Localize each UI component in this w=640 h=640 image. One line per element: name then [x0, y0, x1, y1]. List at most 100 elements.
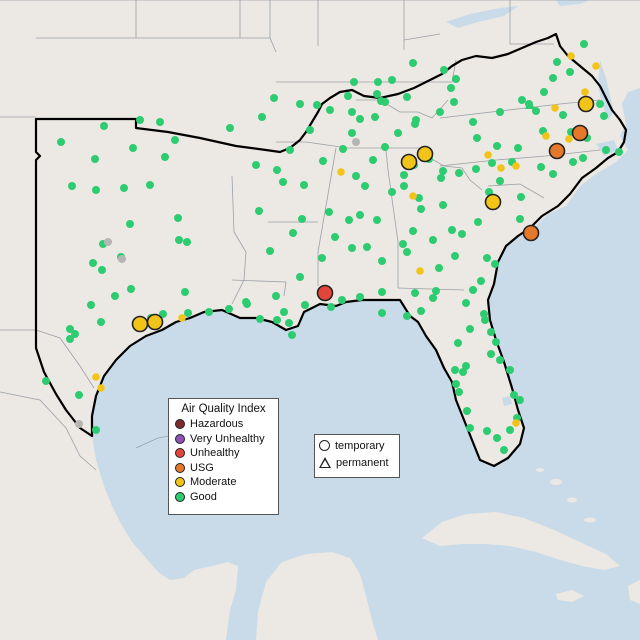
good-permanent-monitor[interactable]: [525, 100, 535, 109]
good-monitor-dot[interactable]: [289, 229, 297, 237]
good-monitor-dot[interactable]: [242, 298, 250, 306]
good-monitor-dot[interactable]: [184, 309, 192, 317]
good-monitor-dot[interactable]: [252, 161, 260, 169]
good-monitor-dot[interactable]: [491, 260, 499, 268]
moderate-temporary-monitor[interactable]: [416, 145, 434, 163]
good-monitor-dot[interactable]: [92, 186, 100, 194]
good-monitor-dot[interactable]: [415, 194, 423, 202]
good-monitor-dot[interactable]: [306, 126, 314, 134]
good-monitor-dot[interactable]: [469, 286, 477, 294]
usg-temporary-monitor[interactable]: [571, 124, 589, 142]
good-monitor-dot[interactable]: [66, 325, 74, 333]
good-monitor-dot[interactable]: [327, 303, 335, 311]
good-monitor-dot[interactable]: [566, 68, 574, 76]
good-monitor-dot[interactable]: [480, 310, 488, 318]
good-monitor-dot[interactable]: [496, 108, 504, 116]
good-monitor-dot[interactable]: [517, 193, 525, 201]
good-monitor-dot[interactable]: [466, 424, 474, 432]
good-monitor-dot[interactable]: [466, 325, 474, 333]
moderate-monitor-dot[interactable]: [337, 168, 345, 176]
good-monitor-dot[interactable]: [374, 78, 382, 86]
good-monitor-dot[interactable]: [600, 112, 608, 120]
good-monitor-dot[interactable]: [174, 214, 182, 222]
good-monitor-dot[interactable]: [455, 388, 463, 396]
moderate-monitor-dot[interactable]: [512, 419, 520, 427]
good-monitor-dot[interactable]: [553, 58, 561, 66]
good-monitor-dot[interactable]: [452, 75, 460, 83]
good-monitor-dot[interactable]: [569, 158, 577, 166]
moderate-monitor-dot[interactable]: [92, 373, 100, 381]
good-monitor-dot[interactable]: [506, 426, 514, 434]
no-data-monitor-dot[interactable]: [75, 420, 83, 428]
good-monitor-dot[interactable]: [488, 159, 496, 167]
good-monitor-dot[interactable]: [483, 254, 491, 262]
good-monitor-dot[interactable]: [371, 113, 379, 121]
good-monitor-dot[interactable]: [436, 108, 444, 116]
moderate-monitor-dot[interactable]: [409, 192, 417, 200]
good-monitor-dot[interactable]: [411, 120, 419, 128]
good-monitor-dot[interactable]: [256, 315, 264, 323]
good-monitor-dot[interactable]: [345, 216, 353, 224]
good-monitor-dot[interactable]: [417, 205, 425, 213]
good-monitor-dot[interactable]: [348, 108, 356, 116]
moderate-monitor-dot[interactable]: [567, 52, 575, 60]
good-monitor-dot[interactable]: [57, 138, 65, 146]
good-monitor-dot[interactable]: [399, 240, 407, 248]
good-monitor-dot[interactable]: [549, 170, 557, 178]
good-monitor-dot[interactable]: [506, 366, 514, 374]
good-monitor-dot[interactable]: [100, 122, 108, 130]
good-monitor-dot[interactable]: [429, 294, 437, 302]
good-monitor-dot[interactable]: [373, 90, 381, 98]
good-monitor-dot[interactable]: [356, 211, 364, 219]
good-monitor-dot[interactable]: [279, 178, 287, 186]
good-monitor-dot[interactable]: [580, 40, 588, 48]
good-monitor-dot[interactable]: [159, 310, 167, 318]
good-monitor-dot[interactable]: [378, 288, 386, 296]
good-monitor-dot[interactable]: [448, 226, 456, 234]
good-monitor-dot[interactable]: [91, 155, 99, 163]
good-monitor-dot[interactable]: [400, 182, 408, 190]
good-monitor-dot[interactable]: [377, 97, 385, 105]
good-monitor-dot[interactable]: [111, 292, 119, 300]
usg-temporary-monitor[interactable]: [522, 224, 540, 242]
moderate-temporary-monitor[interactable]: [131, 315, 149, 333]
good-monitor-dot[interactable]: [496, 356, 504, 364]
good-monitor-dot[interactable]: [301, 301, 309, 309]
good-monitor-dot[interactable]: [403, 312, 411, 320]
good-monitor-dot[interactable]: [411, 289, 419, 297]
good-monitor-dot[interactable]: [326, 106, 334, 114]
good-monitor-dot[interactable]: [273, 316, 281, 324]
good-monitor-dot[interactable]: [255, 207, 263, 215]
good-monitor-dot[interactable]: [288, 331, 296, 339]
good-monitor-dot[interactable]: [146, 181, 154, 189]
good-monitor-dot[interactable]: [318, 254, 326, 262]
good-monitor-dot[interactable]: [447, 84, 455, 92]
good-monitor-dot[interactable]: [451, 366, 459, 374]
good-monitor-dot[interactable]: [378, 309, 386, 317]
good-monitor-dot[interactable]: [455, 169, 463, 177]
good-monitor-dot[interactable]: [496, 177, 504, 185]
good-monitor-dot[interactable]: [313, 101, 321, 109]
good-monitor-dot[interactable]: [452, 380, 460, 388]
good-monitor-dot[interactable]: [388, 76, 396, 84]
good-monitor-dot[interactable]: [500, 446, 508, 454]
good-monitor-dot[interactable]: [356, 293, 364, 301]
good-monitor-dot[interactable]: [89, 259, 97, 267]
moderate-monitor-dot[interactable]: [581, 88, 589, 96]
good-monitor-dot[interactable]: [296, 273, 304, 281]
good-monitor-dot[interactable]: [472, 165, 480, 173]
good-monitor-dot[interactable]: [596, 100, 604, 108]
good-monitor-dot[interactable]: [120, 184, 128, 192]
good-monitor-dot[interactable]: [429, 236, 437, 244]
good-monitor-dot[interactable]: [454, 339, 462, 347]
good-monitor-dot[interactable]: [450, 98, 458, 106]
good-monitor-dot[interactable]: [462, 299, 470, 307]
good-monitor-dot[interactable]: [270, 94, 278, 102]
good-monitor-dot[interactable]: [451, 252, 459, 260]
good-monitor-dot[interactable]: [258, 113, 266, 121]
moderate-temporary-monitor[interactable]: [400, 153, 418, 171]
moderate-monitor-dot[interactable]: [178, 314, 186, 322]
good-monitor-dot[interactable]: [285, 319, 293, 327]
no-data-monitor-dot[interactable]: [104, 238, 112, 246]
good-monitor-dot[interactable]: [400, 171, 408, 179]
